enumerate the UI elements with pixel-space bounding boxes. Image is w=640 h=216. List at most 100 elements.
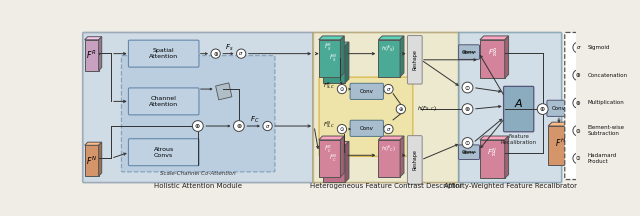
Text: $F^H$: $F^H$ [555, 137, 566, 149]
Text: $\hat{F}^N_S$: $\hat{F}^N_S$ [329, 53, 337, 64]
Polygon shape [480, 40, 505, 78]
Polygon shape [378, 40, 400, 77]
Text: Heterogeneous Feature Contrast Descriptor: Heterogeneous Feature Contrast Descripto… [310, 183, 462, 189]
Text: Hadamard
Product: Hadamard Product [588, 153, 617, 164]
Text: $F_s$: $F_s$ [225, 42, 233, 52]
Text: Multiplication: Multiplication [588, 100, 625, 105]
Text: Sigmoid: Sigmoid [588, 45, 610, 50]
Text: $\oplus$: $\oplus$ [398, 105, 404, 113]
Polygon shape [340, 36, 344, 77]
Circle shape [573, 125, 584, 136]
Polygon shape [323, 42, 349, 46]
FancyBboxPatch shape [504, 86, 534, 132]
Text: $h(F_{S,C})$: $h(F_{S,C})$ [417, 105, 437, 113]
Polygon shape [378, 36, 404, 40]
FancyBboxPatch shape [83, 32, 314, 183]
FancyBboxPatch shape [319, 77, 413, 156]
Polygon shape [480, 136, 509, 140]
Text: $\hat{F}^N_C$: $\hat{F}^N_C$ [329, 153, 337, 164]
FancyBboxPatch shape [459, 32, 562, 183]
Text: $F^N_R$: $F^N_R$ [487, 146, 497, 160]
Text: Atrous
Convs: Atrous Convs [154, 147, 174, 158]
Text: $\sigma$: $\sigma$ [239, 50, 244, 57]
FancyBboxPatch shape [459, 45, 479, 59]
Text: $\sigma$: $\sigma$ [265, 122, 270, 130]
Text: $\sigma$: $\sigma$ [386, 125, 391, 133]
FancyBboxPatch shape [408, 36, 422, 84]
Polygon shape [378, 140, 400, 177]
Text: $\ominus$: $\ominus$ [575, 127, 581, 135]
FancyBboxPatch shape [459, 145, 479, 159]
Polygon shape [400, 36, 404, 77]
Circle shape [573, 42, 584, 53]
Text: $\hat{F}^R_S$: $\hat{F}^R_S$ [324, 42, 332, 53]
Text: $h(\hat{F}_S)$: $h(\hat{F}_S)$ [381, 44, 396, 54]
Polygon shape [323, 46, 345, 83]
Text: $h(\hat{F}_C)$: $h(\hat{F}_C)$ [381, 144, 396, 154]
Circle shape [211, 49, 220, 58]
Text: Holistic Attention Module: Holistic Attention Module [154, 183, 242, 189]
Circle shape [337, 124, 347, 134]
Polygon shape [548, 122, 577, 126]
Text: Reshape: Reshape [412, 49, 417, 70]
Circle shape [462, 82, 473, 93]
Text: $\sigma$: $\sigma$ [575, 44, 581, 51]
Text: Conv: Conv [462, 50, 476, 55]
Polygon shape [319, 40, 340, 77]
FancyBboxPatch shape [129, 139, 199, 166]
FancyBboxPatch shape [408, 136, 422, 184]
FancyBboxPatch shape [313, 32, 460, 183]
Text: Conv: Conv [462, 150, 476, 155]
Text: $F^R_{S,C}$: $F^R_{S,C}$ [323, 81, 336, 91]
Circle shape [537, 104, 548, 114]
FancyBboxPatch shape [129, 40, 199, 67]
Text: $\otimes$: $\otimes$ [464, 105, 471, 113]
Circle shape [573, 153, 584, 164]
Text: $A$: $A$ [514, 97, 524, 109]
Polygon shape [378, 136, 404, 140]
Text: $\oplus$: $\oplus$ [540, 105, 546, 113]
Polygon shape [319, 140, 340, 177]
Circle shape [337, 84, 347, 94]
Text: $\otimes$: $\otimes$ [575, 99, 581, 107]
Polygon shape [84, 142, 102, 145]
FancyBboxPatch shape [350, 83, 383, 99]
Text: $\otimes$: $\otimes$ [236, 122, 242, 130]
Circle shape [193, 121, 204, 131]
Text: $\odot$: $\odot$ [575, 154, 581, 162]
Circle shape [263, 121, 272, 131]
Polygon shape [400, 136, 404, 177]
Polygon shape [84, 37, 102, 40]
Text: $\odot$: $\odot$ [464, 139, 471, 147]
Text: Channel
Attention: Channel Attention [149, 96, 179, 107]
Text: $\sigma$: $\sigma$ [386, 86, 391, 93]
Text: $F^R$: $F^R$ [86, 49, 97, 61]
Polygon shape [505, 136, 509, 178]
Polygon shape [216, 83, 232, 100]
Polygon shape [84, 145, 99, 176]
FancyBboxPatch shape [350, 120, 383, 137]
Text: Reshape: Reshape [412, 149, 417, 170]
Text: $\odot$: $\odot$ [464, 84, 471, 92]
Polygon shape [573, 122, 577, 165]
Polygon shape [340, 136, 344, 177]
Circle shape [237, 49, 246, 58]
Text: $\hat{F}^R_C$: $\hat{F}^R_C$ [324, 143, 332, 155]
FancyBboxPatch shape [129, 88, 199, 115]
Text: $\oplus$: $\oplus$ [212, 50, 219, 58]
Circle shape [384, 84, 393, 94]
Polygon shape [345, 42, 349, 83]
Polygon shape [319, 36, 344, 40]
Text: Spatial
Attention: Spatial Attention [149, 48, 179, 59]
Polygon shape [345, 141, 349, 182]
Text: Feature
Recalibration: Feature Recalibration [500, 135, 537, 145]
Polygon shape [480, 36, 509, 40]
Text: Conv: Conv [360, 89, 374, 94]
FancyBboxPatch shape [122, 56, 275, 172]
Text: Scale-Channel Co-Attention: Scale-Channel Co-Attention [160, 171, 236, 176]
Text: $F^N_{S,C}$: $F^N_{S,C}$ [323, 119, 336, 130]
Circle shape [462, 104, 473, 114]
Polygon shape [480, 140, 505, 178]
Text: $F^N$: $F^N$ [86, 154, 97, 167]
Polygon shape [99, 37, 102, 71]
